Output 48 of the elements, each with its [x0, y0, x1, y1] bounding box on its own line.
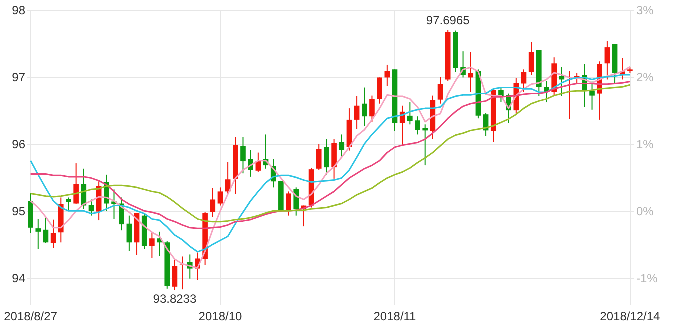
y-tick-label: 98	[12, 4, 26, 18]
candlestick	[415, 116, 420, 136]
candlestick	[240, 136, 246, 174]
x-tick-label: 2018/10	[198, 310, 242, 324]
candlestick	[370, 95, 375, 122]
candlestick	[210, 188, 216, 218]
candlestick	[422, 124, 428, 166]
candlestick	[528, 42, 534, 76]
x-tick-label: 2018/8/27	[4, 310, 58, 324]
y2-tick-label: -1%	[636, 272, 658, 286]
candlestick	[126, 215, 132, 252]
candlestick	[438, 76, 444, 104]
candlestick	[256, 152, 262, 173]
candlestick	[354, 96, 360, 130]
candlestick	[362, 87, 368, 126]
x-tick-label: 2018/11	[374, 310, 417, 324]
y2-tick-label: 0%	[636, 204, 654, 219]
candlestick	[590, 81, 595, 110]
candlestick	[324, 138, 330, 176]
y2-tick-label: 1%	[636, 138, 654, 152]
candlestick	[339, 134, 345, 158]
candlestick	[286, 191, 292, 216]
annotation: 97.6965	[426, 13, 470, 28]
candlestick	[316, 144, 322, 171]
y-tick-label: 95	[12, 204, 26, 219]
candlestick	[43, 216, 49, 244]
y-tick-label: 96	[12, 138, 26, 152]
y-tick-label: 97	[12, 70, 26, 85]
candlestick	[172, 258, 178, 291]
candlestick	[521, 69, 527, 93]
candlestick	[384, 64, 390, 87]
candlestick	[150, 231, 155, 259]
y2-tick-label: 2%	[636, 70, 654, 85]
candlestick	[88, 199, 94, 216]
candlestick	[377, 77, 382, 104]
candlestick	[218, 187, 224, 206]
candlestick	[74, 163, 79, 205]
candlestick	[294, 187, 300, 216]
candlestick	[468, 52, 474, 93]
annotation: 93.8233	[153, 292, 197, 306]
candlestick	[408, 102, 413, 126]
candlestick	[66, 197, 72, 212]
y-tick-label: 94	[12, 272, 26, 286]
y2-tick-label: 3%	[636, 4, 654, 18]
candlestick	[36, 218, 42, 250]
candlestick	[604, 41, 610, 80]
candlestick	[50, 219, 56, 249]
x-tick-label: 2018/12/14	[600, 310, 661, 324]
